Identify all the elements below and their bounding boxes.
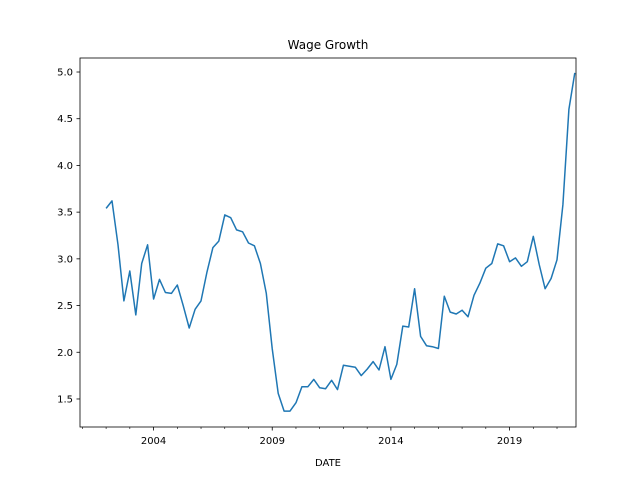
y-tick-label: 4.0 <box>57 161 73 172</box>
y-tick-label: 3.5 <box>57 208 73 219</box>
x-tick-label: 2014 <box>378 436 403 447</box>
y-axis-ticks: 1.5 2.0 2.5 3.0 3.5 4.0 4.5 5.0 <box>57 68 80 405</box>
y-tick-label: 4.5 <box>57 114 73 125</box>
x-tick-label: 2009 <box>260 436 285 447</box>
x-tick-label: 2019 <box>497 436 522 447</box>
x-axis-label: DATE <box>315 458 341 469</box>
y-tick-label: 2.0 <box>57 348 73 359</box>
series-layer <box>105 72 576 412</box>
x-tick-label: 2004 <box>141 436 166 447</box>
y-tick-label: 5.0 <box>57 68 73 79</box>
y-tick-label: 2.5 <box>57 301 73 312</box>
plot-frame <box>79 57 577 428</box>
y-tick-label: 3.0 <box>57 254 73 265</box>
y-tick-label: 1.5 <box>57 394 73 405</box>
wage-growth-line <box>105 72 576 412</box>
chart-title: Wage Growth <box>288 38 369 52</box>
